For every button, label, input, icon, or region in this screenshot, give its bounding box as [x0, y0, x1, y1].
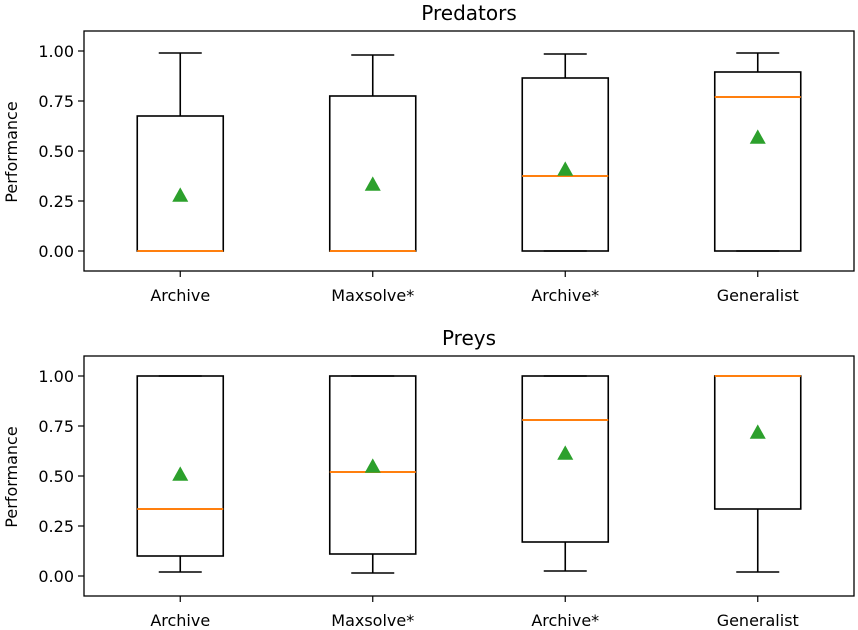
y-tick-label: 0.25: [38, 192, 74, 211]
x-tick-label: Archive*: [531, 286, 599, 305]
mean-marker: [364, 458, 381, 473]
box-generalist: [713, 375, 802, 573]
predators-x-ticks: Archive Maxsolve* Archive* Generalist: [150, 271, 799, 305]
y-tick-label: 0.75: [38, 92, 74, 111]
iqr-box: [328, 375, 417, 555]
mean-marker: [749, 424, 766, 439]
box-archive: [136, 375, 225, 573]
mean-marker: [364, 176, 381, 191]
x-tick-label: Maxsolve*: [331, 286, 414, 305]
y-tick-label: 0.50: [38, 142, 74, 161]
box-maxsolve: [328, 54, 417, 252]
x-tick-label: Generalist: [717, 286, 799, 305]
box-generalist: [713, 52, 802, 252]
y-tick-label: 0.00: [38, 242, 74, 261]
predators-title: Predators: [421, 1, 516, 25]
x-tick-label: Archive: [150, 611, 210, 630]
preys-y-ticks: 0.00 0.25 0.50 0.75 1.00: [38, 367, 84, 586]
predators-panel: Predators Performance 0.00 0.25 0.50 0.75 1.…: [2, 1, 855, 305]
preys-title: Preys: [442, 326, 496, 350]
preys-x-ticks: Archive Maxsolve* Archive* Generalist: [150, 596, 799, 630]
y-tick-label: 0.75: [38, 417, 74, 436]
y-tick-label: 0.25: [38, 517, 74, 536]
predators-y-axis-label: Performance: [2, 101, 21, 202]
y-tick-label: 0.00: [38, 567, 74, 586]
preys-panel: Preys Performance 0.00 0.25 0.50 0.75 1.00 A…: [2, 326, 855, 630]
predators-y-ticks: 0.00 0.25 0.50 0.75 1.00: [38, 42, 84, 261]
iqr-box: [136, 115, 225, 252]
box-maxsolve: [328, 375, 417, 574]
mean-marker: [557, 445, 574, 460]
mean-marker: [749, 129, 766, 144]
x-tick-label: Maxsolve*: [331, 611, 414, 630]
x-tick-label: Archive: [150, 286, 210, 305]
mean-marker: [557, 161, 574, 176]
iqr-box: [136, 375, 225, 557]
preys-y-axis-label: Performance: [2, 426, 21, 527]
preys-axes-frame: [83, 355, 855, 597]
box-archive: [521, 53, 610, 252]
predators-axes-frame: [83, 30, 855, 272]
iqr-box: [521, 375, 610, 543]
mean-marker: [172, 466, 189, 481]
iqr-box: [713, 375, 802, 510]
x-tick-label: Generalist: [717, 611, 799, 630]
box-archive: [136, 52, 225, 252]
predators-boxes: [136, 52, 802, 252]
mean-marker: [172, 187, 189, 202]
iqr-box: [713, 71, 802, 252]
preys-boxes: [136, 375, 802, 574]
y-tick-label: 0.50: [38, 467, 74, 486]
box-archive: [521, 375, 610, 572]
y-tick-label: 1.00: [38, 367, 74, 386]
y-tick-label: 1.00: [38, 42, 74, 61]
x-tick-label: Archive*: [531, 611, 599, 630]
iqr-box: [521, 77, 610, 252]
iqr-box: [328, 95, 417, 252]
